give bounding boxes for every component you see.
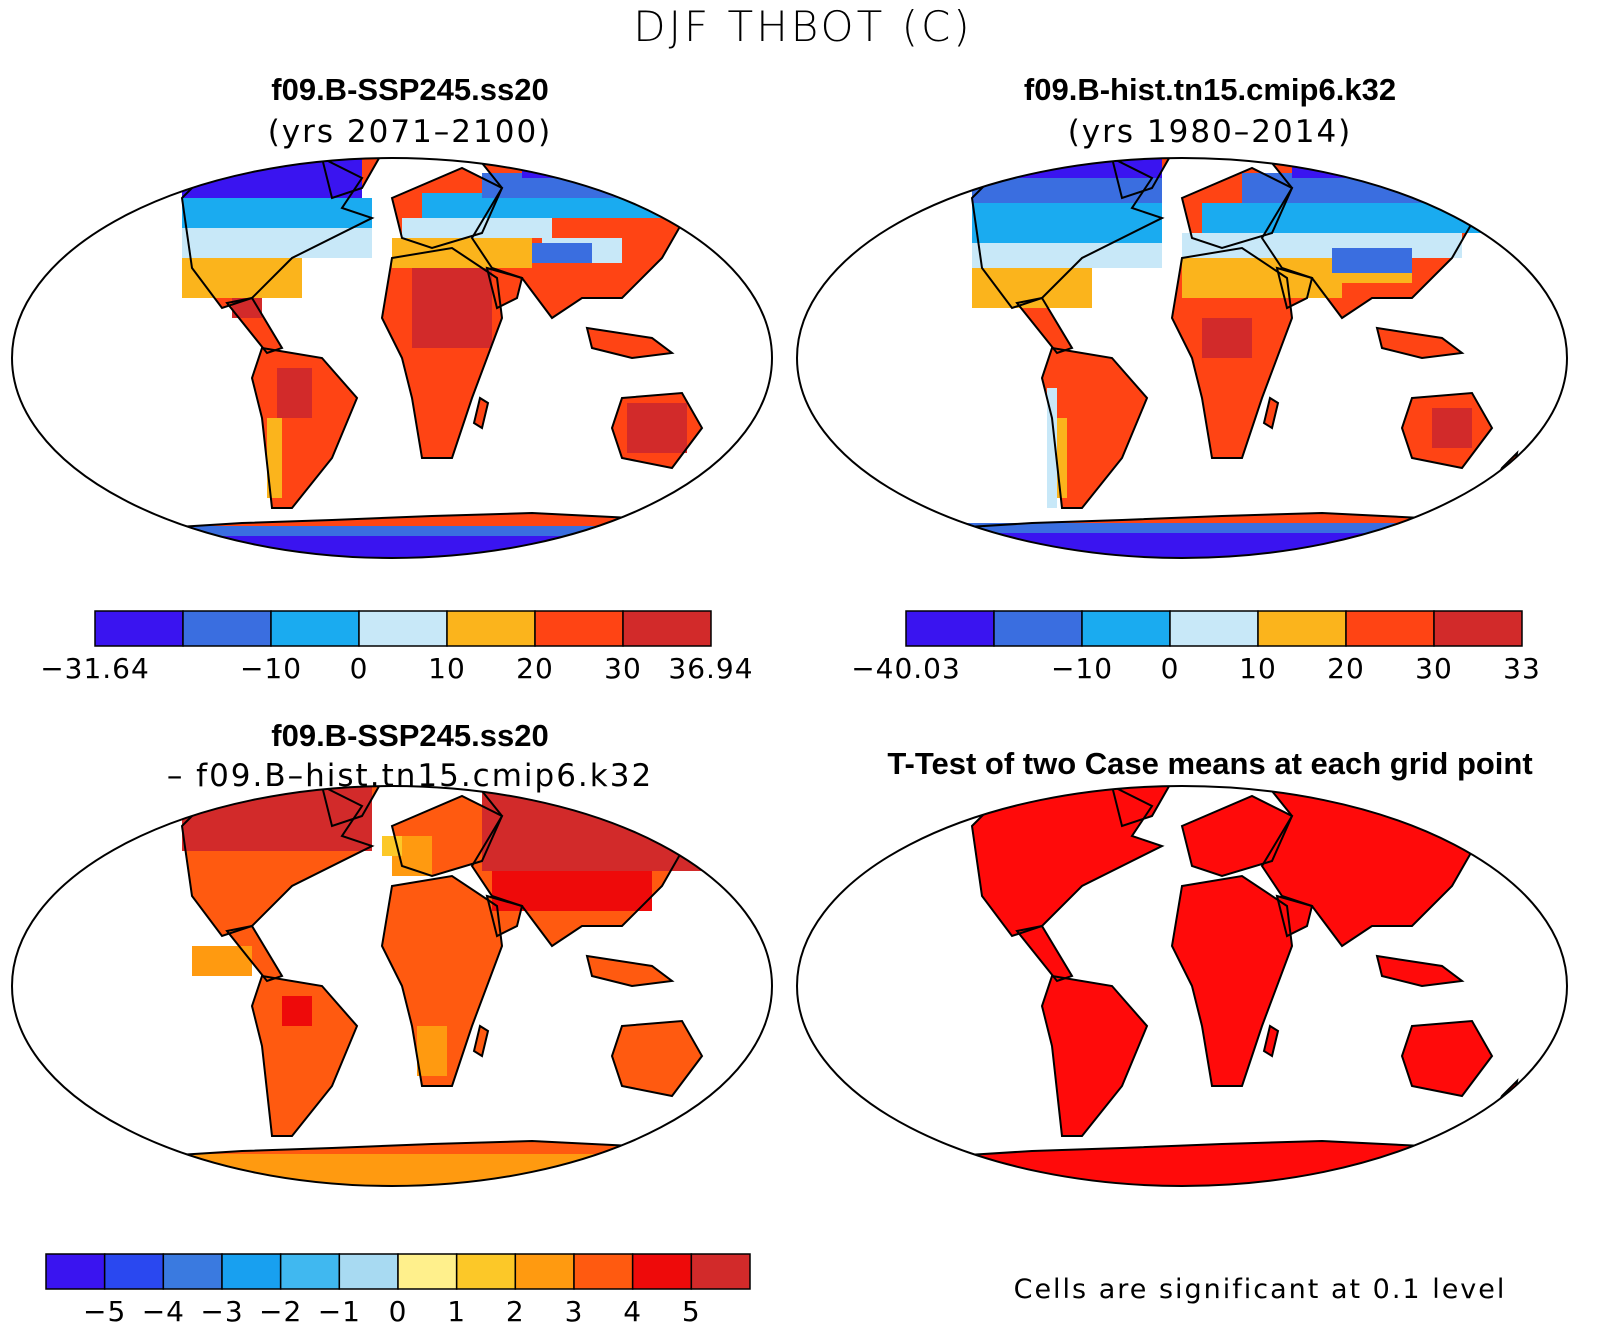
map-historical (796, 157, 1568, 559)
panel-title-ttest: T-Test of two Case means at each grid po… (887, 746, 1533, 781)
colorbar-tick-label: −3 (200, 1295, 243, 1323)
figure-title: DJF THBOT (C) (633, 2, 973, 51)
colorbar-swatch (573, 1253, 634, 1290)
panel-title-difference: f09.B-SSP245.ss20 (271, 718, 549, 753)
colorbar-future: −31.64 −10 0 10 20 30 36.94 (40, 610, 753, 685)
colorbar-swatch (690, 1253, 751, 1290)
map-difference (11, 785, 773, 1187)
colorbar-tick-label: 36.94 (668, 652, 753, 685)
colorbar-tick-label: 10 (1239, 652, 1277, 685)
colorbar-swatch (534, 610, 624, 647)
colorbar-swatch (182, 610, 272, 647)
panel-title-historical: f09.B-hist.tn15.cmip6.k32 (1023, 72, 1397, 107)
colorbar-tick-label: 5 (682, 1295, 701, 1323)
colorbar-tick-label: −1 (318, 1295, 361, 1323)
colorbar-tick-label: 10 (428, 652, 466, 685)
colorbar-tick-label: −40.03 (851, 652, 961, 685)
colorbar-tick-label: 33 (1503, 652, 1541, 685)
colorbar-swatch (622, 610, 712, 647)
colorbar-swatch (45, 1253, 106, 1290)
map-border-future (11, 157, 773, 559)
colorbar-tick-label: −4 (142, 1295, 185, 1323)
colorbar-swatch (905, 610, 995, 647)
colorbar-tick-label: 4 (623, 1295, 642, 1323)
colorbar-swatch (631, 1253, 693, 1290)
colorbar-swatch (1169, 610, 1259, 647)
colorbar-tick-label: −5 (83, 1295, 126, 1323)
colorbar-swatch (514, 1253, 575, 1290)
colorbar-swatch (446, 610, 536, 647)
significance-footnote: Cells are significant at 0.1 level (1013, 1274, 1507, 1305)
colorbar-tick-label: 30 (604, 652, 642, 685)
map-border-difference (11, 785, 773, 1187)
panel-title-future: f09.B-SSP245.ss20 (271, 72, 549, 107)
colorbar-swatch (397, 1253, 458, 1290)
colorbar-tick-label: 3 (565, 1295, 584, 1323)
colorbar-tick-label: −31.64 (40, 652, 150, 685)
colorbar-tick-label: 0 (389, 1295, 408, 1323)
colorbar-swatch (1433, 610, 1523, 647)
colorbar-tick-label: 30 (1415, 652, 1453, 685)
colorbar-tick-label: −10 (1051, 652, 1113, 685)
colorbar-swatch (1081, 610, 1171, 647)
colorbar-swatch (993, 610, 1083, 647)
colorbar-swatch (455, 1253, 517, 1290)
colorbar-tick-label: 1 (447, 1295, 466, 1323)
colorbar-tick-label: −2 (259, 1295, 302, 1323)
colorbar-swatch (338, 1253, 399, 1290)
colorbar-swatch (162, 1253, 223, 1290)
map-future (11, 157, 773, 559)
colorbar-tick-label: −10 (240, 652, 302, 685)
colorbar-difference: −5 −4 −3 −2 −1 0 1 2 3 4 5 (45, 1253, 751, 1323)
colorbar-historical: −40.03 −10 0 10 20 30 33 (851, 610, 1541, 685)
colorbar-swatch (221, 1253, 282, 1290)
colorbar-tick-label: 20 (1327, 652, 1365, 685)
colorbar-swatch (1345, 610, 1435, 647)
colorbar-swatch (270, 610, 360, 647)
colorbar-swatch (103, 1253, 165, 1290)
colorbar-swatch (279, 1253, 341, 1290)
panel-subtitle-historical: (yrs 1980–2014) (1067, 114, 1353, 150)
map-ttest (796, 785, 1568, 1187)
colorbar-tick-label: 0 (1161, 652, 1180, 685)
colorbar-swatch (358, 610, 448, 647)
map-border-ttest (796, 785, 1568, 1187)
colorbar-swatch (94, 610, 184, 647)
map-border-historical (796, 157, 1568, 559)
colorbar-tick-label: 20 (516, 652, 554, 685)
colorbar-swatch (1257, 610, 1347, 647)
colorbar-tick-label: 2 (506, 1295, 525, 1323)
panel-subtitle-future: (yrs 2071–2100) (267, 114, 553, 150)
colorbar-tick-label: 0 (350, 652, 369, 685)
